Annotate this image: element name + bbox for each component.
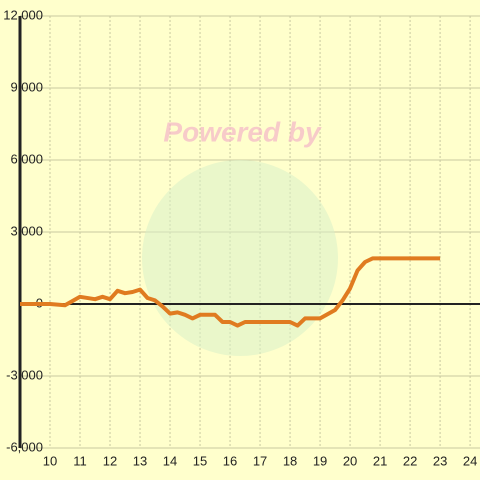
- x-tick-label: 14: [163, 453, 177, 468]
- y-tick-label: -6,000: [6, 439, 43, 454]
- y-tick-label: 3,000: [10, 223, 43, 238]
- x-tick-label: 17: [253, 453, 267, 468]
- x-tick-label: 21: [373, 453, 387, 468]
- y-tick-label: 6,000: [10, 151, 43, 166]
- watermark: Powered by: [163, 116, 322, 147]
- watermark-logo: [142, 160, 338, 356]
- x-tick-label: 23: [433, 453, 447, 468]
- x-tick-label: 11: [73, 453, 87, 468]
- x-tick-label: 16: [223, 453, 237, 468]
- x-tick-label: 10: [43, 453, 57, 468]
- y-tick-label: 9,000: [10, 79, 43, 94]
- x-tick-label: 22: [403, 453, 417, 468]
- x-tick-label: 18: [283, 453, 297, 468]
- x-tick-label: 12: [103, 453, 117, 468]
- x-tick-label: 24: [463, 453, 477, 468]
- y-tick-label: -3,000: [6, 367, 43, 382]
- x-tick-label: 13: [133, 453, 147, 468]
- x-tick-label: 20: [343, 453, 357, 468]
- x-tick-label: 15: [193, 453, 207, 468]
- x-tick-label: 19: [313, 453, 327, 468]
- y-tick-label: 12,000: [3, 7, 43, 22]
- data-line: [20, 256, 441, 328]
